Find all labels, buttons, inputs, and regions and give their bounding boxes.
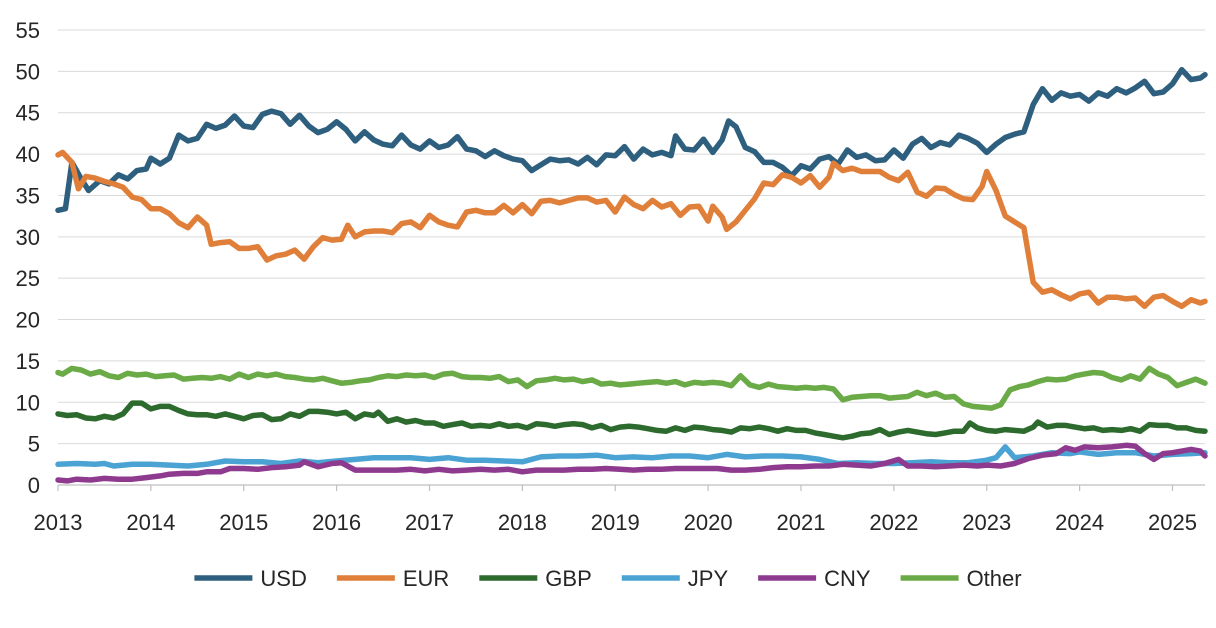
- gridlines: [58, 29, 1205, 445]
- x-tick-label-2020: 2020: [684, 510, 733, 535]
- legend-label-other: Other: [967, 566, 1022, 591]
- x-tick-label-2017: 2017: [405, 510, 454, 535]
- legend-label-usd: USD: [260, 566, 306, 591]
- y-tick-label-25: 25: [16, 266, 40, 291]
- series-line-other: [55, 365, 1208, 411]
- y-tick-label-20: 20: [16, 308, 40, 333]
- series-line-usd: [55, 66, 1208, 214]
- y-tick-label-55: 55: [16, 18, 40, 43]
- y-tick-label-5: 5: [28, 432, 40, 457]
- y-axis-tick-labels: 0 5 10 15 20 25 30 35 40 45 50 55: [16, 18, 40, 498]
- x-tick-label-2019: 2019: [591, 510, 640, 535]
- legend-item-jpy: JPY: [621, 566, 729, 591]
- x-tick-label-2014: 2014: [126, 510, 175, 535]
- x-tick-label-2018: 2018: [498, 510, 547, 535]
- series-line-eur: [55, 149, 1208, 310]
- legend-item-eur: EUR: [336, 566, 449, 591]
- x-tick-label-2013: 2013: [34, 510, 83, 535]
- y-tick-label-40: 40: [16, 142, 40, 167]
- x-axis-tick-labels: 2013 2014 2015 2016 2017 2018 2019 2020 2021 2022…: [34, 485, 1197, 535]
- legend-label-gbp: GBP: [545, 566, 591, 591]
- y-tick-label-10: 10: [16, 390, 40, 415]
- legend-item-gbp: GBP: [479, 566, 592, 591]
- x-tick-label-2021: 2021: [777, 510, 826, 535]
- series-line-gbp: [55, 400, 1208, 441]
- series-lines: [55, 66, 1208, 484]
- legend-label-jpy: JPY: [688, 566, 729, 591]
- y-tick-label-0: 0: [28, 473, 40, 498]
- legend-label-eur: EUR: [403, 566, 449, 591]
- x-tick-label-2022: 2022: [869, 510, 918, 535]
- y-tick-label-35: 35: [16, 183, 40, 208]
- x-tick-label-2015: 2015: [219, 510, 268, 535]
- y-tick-label-45: 45: [16, 101, 40, 126]
- y-tick-label-30: 30: [16, 225, 40, 250]
- series-line-cny: [55, 442, 1208, 484]
- x-tick-label-2025: 2025: [1148, 510, 1197, 535]
- x-tick-label-2016: 2016: [312, 510, 361, 535]
- y-tick-label-50: 50: [16, 59, 40, 84]
- legend-item-usd: USD: [194, 566, 307, 591]
- legend-item-other: Other: [900, 566, 1022, 591]
- legend: USD EUR GBP JPY CNY Other: [194, 566, 1022, 591]
- x-tick-label-2024: 2024: [1055, 510, 1104, 535]
- y-tick-label-15: 15: [16, 349, 40, 374]
- legend-label-cny: CNY: [824, 566, 871, 591]
- series-line-jpy: [55, 444, 1208, 469]
- x-tick-label-2023: 2023: [962, 510, 1011, 535]
- legend-item-cny: CNY: [758, 566, 871, 591]
